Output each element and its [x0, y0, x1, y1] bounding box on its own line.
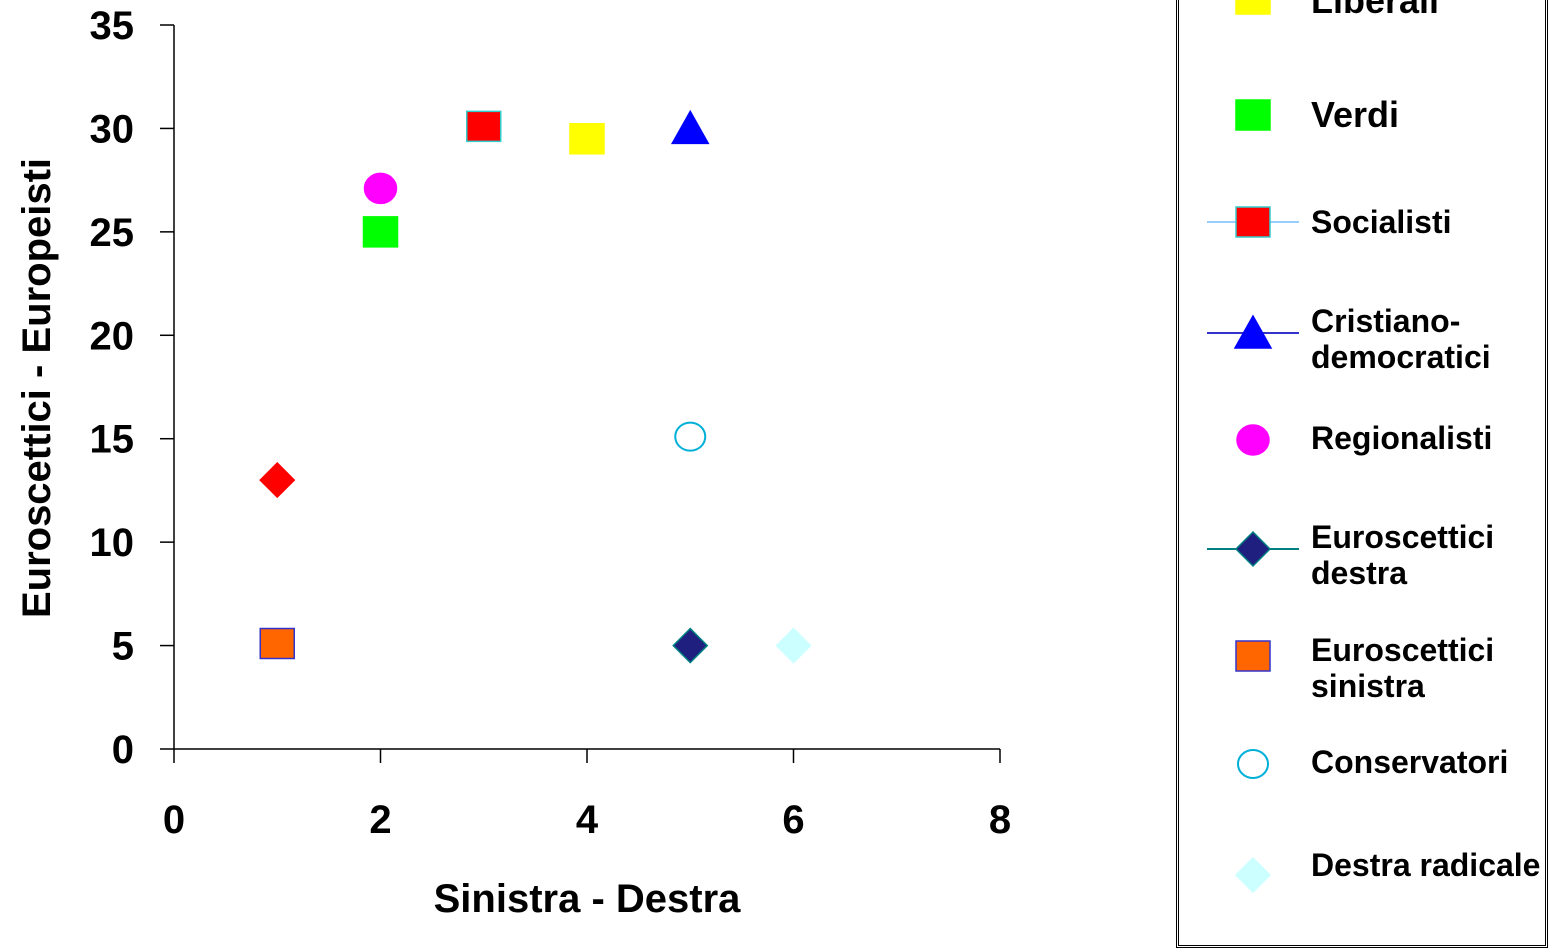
legend-label: Regionalisti	[1311, 420, 1493, 456]
legend-marker-euroscettici-destra	[1207, 530, 1299, 568]
y-tick-label: 0	[112, 728, 134, 772]
legend-label: Liberali	[1311, 0, 1440, 21]
y-tick-label: 25	[90, 211, 135, 255]
data-point	[674, 421, 707, 452]
legend-label: Cristiano-democratici	[1311, 303, 1491, 375]
legend-label: Destra radicale	[1311, 847, 1541, 883]
legend: Liberali Verdi Socialisti Cristiano-demo…	[1176, 0, 1548, 948]
legend-marker	[1237, 749, 1269, 779]
legend-marker-liberali	[1235, 0, 1271, 15]
y-tick-label: 20	[90, 314, 135, 358]
legend-marker	[1234, 856, 1272, 894]
legend-marker-cristiano-democratici	[1207, 314, 1299, 349]
legend-marker-verdi	[1235, 99, 1271, 131]
x-tick-label: 2	[369, 798, 391, 842]
legend-label: Verdi	[1311, 94, 1400, 135]
data-point	[259, 627, 295, 660]
legend-marker-conservatori	[1237, 749, 1269, 779]
legend-marker-destra-radicale	[1234, 856, 1272, 894]
legend-marker	[1236, 424, 1270, 456]
legend-marker-regionalisti	[1236, 424, 1270, 456]
data-point	[259, 462, 296, 499]
legend-marker	[1235, 99, 1271, 131]
x-tick-label: 8	[989, 798, 1011, 842]
y-axis-label: Euroscettici - Europeisti	[15, 158, 59, 618]
y-tick-label: 35	[90, 4, 135, 48]
legend-label: Conservatori	[1311, 744, 1509, 780]
x-tick-label: 4	[576, 798, 599, 842]
legend-marker-euroscettici-sinistra	[1235, 640, 1271, 672]
data-point	[466, 110, 502, 143]
x-tick-label: 0	[163, 798, 185, 842]
x-axis-label: Sinistra - Destra	[434, 877, 742, 921]
y-tick-label: 10	[90, 521, 135, 565]
legend-marker	[1233, 314, 1273, 349]
legend-label: Euroscettici destra	[1311, 519, 1495, 591]
data-points	[259, 109, 812, 664]
y-tick-label: 5	[112, 625, 134, 669]
legend-label: Socialisti	[1311, 204, 1452, 240]
data-point	[775, 627, 812, 664]
legend-label: Euroscettici sinistra	[1311, 632, 1495, 704]
x-tick-label: 6	[782, 798, 804, 842]
data-point	[569, 123, 605, 155]
legend-marker	[1234, 530, 1272, 568]
axes: 0 2 4 6 8 0 5 10 15 20 25 30 35	[90, 4, 1012, 842]
y-tick-label: 30	[90, 107, 135, 151]
y-tick-label: 15	[90, 418, 135, 462]
legend-marker	[1235, 640, 1271, 672]
legend-marker	[1235, 206, 1271, 238]
legend-marker-socialisti	[1207, 206, 1299, 238]
data-point	[672, 627, 709, 664]
data-point	[363, 172, 398, 205]
data-point	[362, 216, 399, 248]
legend-marker	[1235, 0, 1271, 15]
data-point	[670, 109, 710, 145]
